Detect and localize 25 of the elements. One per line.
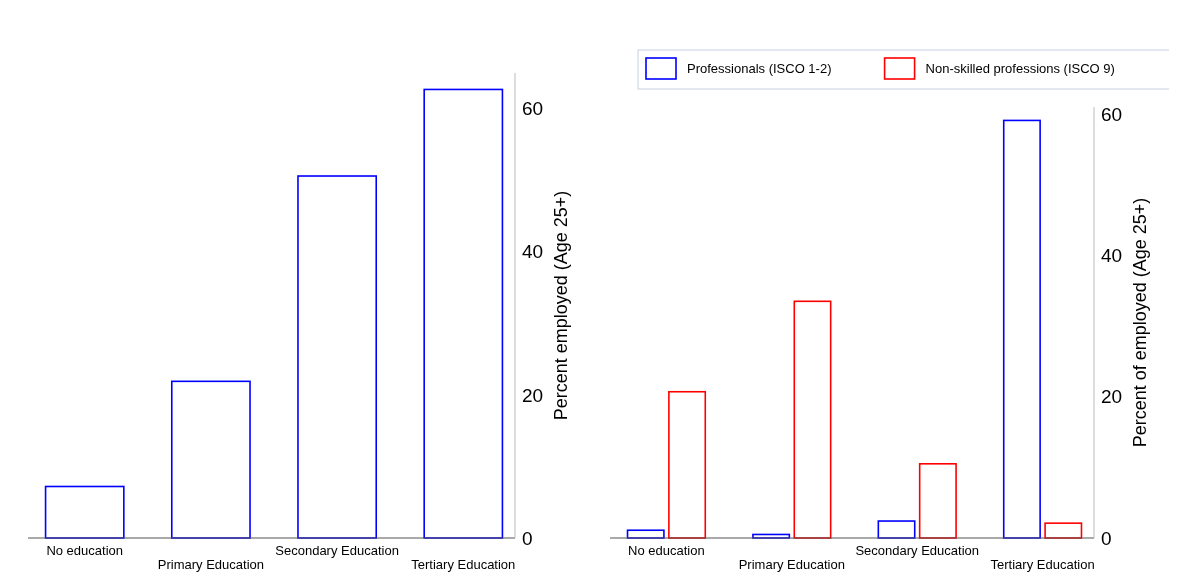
x-tick-label: Primary Education <box>738 557 845 572</box>
bar <box>668 390 707 539</box>
y-tick-label: 60 <box>1101 103 1123 125</box>
bar <box>423 88 504 539</box>
x-tick-label: No education <box>46 543 124 558</box>
x-tick-label: Tertiary Education <box>990 557 1095 572</box>
y-tick-label: 40 <box>522 241 544 263</box>
y-tick-label: 20 <box>522 384 544 406</box>
y-tick-label: 20 <box>1101 386 1123 408</box>
x-tick-label: No education <box>628 543 705 558</box>
x-tick-label: Tertiary Education <box>411 557 516 572</box>
bar <box>1002 119 1041 539</box>
legend-label: Professionals (ISCO 1-2) <box>687 61 832 77</box>
y-axis-title: Percent employed (Age 25+) <box>551 190 571 421</box>
y-tick-label: 0 <box>1101 527 1112 549</box>
y-tick-label: 60 <box>522 98 544 120</box>
x-tick-label: Primary Education <box>157 557 265 572</box>
y-tick-label: 0 <box>522 527 533 549</box>
y-tick-label: 40 <box>1101 245 1123 267</box>
bar <box>793 300 832 539</box>
y-axis-title: Percent of employed (Age 25+) <box>1130 197 1150 448</box>
bar <box>297 175 378 539</box>
legend-label: Non-skilled professions (ISCO 9) <box>925 61 1115 77</box>
x-tick-label: Secondary Education <box>855 543 979 558</box>
x-tick-label: Secondary Education <box>275 543 399 558</box>
